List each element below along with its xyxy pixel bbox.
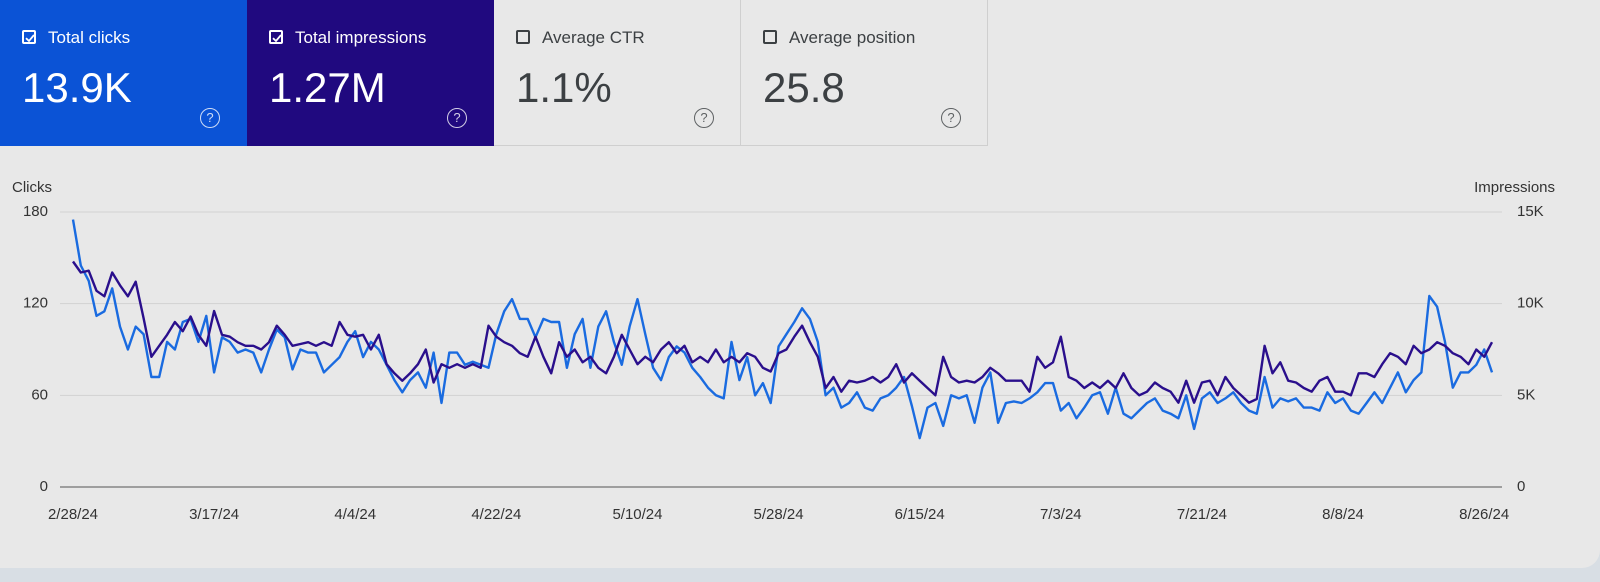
- y-tick-label: 120: [23, 295, 48, 312]
- checkbox[interactable]: [22, 30, 36, 44]
- x-tick-label: 6/15/24: [895, 506, 945, 523]
- x-tick-label: 5/10/24: [612, 506, 662, 523]
- x-tick-label: 7/3/24: [1040, 506, 1082, 523]
- metric-value: 1.27M: [269, 64, 386, 111]
- metric-card[interactable]: Average position 25.8?: [741, 0, 988, 146]
- metric-card[interactable]: Total impressions 1.27M?: [247, 0, 494, 146]
- metric-label: Total clicks: [48, 28, 131, 47]
- y-tick-label: 180: [23, 203, 48, 220]
- y2-tick-label: 10K: [1517, 295, 1544, 312]
- chart: Clicks Impressions 0 60 120 180 0 5K 10K 15K 2/2…: [12, 179, 1555, 523]
- metric-value: 1.1%: [516, 64, 612, 111]
- y-tick-label: 0: [40, 478, 48, 495]
- series-line: [72, 260, 1494, 404]
- checkbox[interactable]: [269, 30, 283, 44]
- x-tick-label: 7/21/24: [1177, 506, 1227, 523]
- performance-panel: Total clicks 13.9K? Total impressions 1.27M…: [0, 0, 1600, 568]
- checkbox[interactable]: [516, 30, 530, 44]
- checkbox[interactable]: [763, 30, 777, 44]
- y-tick-label: 60: [31, 386, 48, 403]
- help-icon[interactable]: ?: [200, 108, 220, 128]
- x-tick-label: 8/26/24: [1459, 506, 1509, 523]
- metric-card[interactable]: Total clicks 13.9K?: [0, 0, 247, 146]
- metric-value: 13.9K: [22, 64, 132, 111]
- help-icon[interactable]: ?: [941, 108, 961, 128]
- x-tick-label: 4/22/24: [471, 506, 521, 523]
- help-icon[interactable]: ?: [694, 108, 714, 128]
- y2-tick-label: 0: [1517, 478, 1525, 495]
- metric-label: Total impressions: [295, 28, 427, 47]
- series-line: [71, 219, 1494, 440]
- y2-tick-label: 5K: [1517, 386, 1535, 403]
- x-tick-label: 8/8/24: [1322, 506, 1364, 523]
- x-tick-label: 2/28/24: [48, 506, 98, 523]
- metric-label: Average CTR: [542, 28, 645, 47]
- x-tick-label: 3/17/24: [189, 506, 239, 523]
- metric-label: Average position: [789, 28, 916, 47]
- x-tick-label: 5/28/24: [754, 506, 804, 523]
- x-tick-label: 4/4/24: [334, 506, 376, 523]
- y2-tick-label: 15K: [1517, 203, 1544, 220]
- y2-axis-title: Impressions: [1474, 179, 1555, 196]
- y-axis-title: Clicks: [12, 179, 52, 196]
- help-icon[interactable]: ?: [447, 108, 467, 128]
- metric-card[interactable]: Average CTR 1.1%?: [494, 0, 741, 146]
- metric-value: 25.8: [763, 64, 845, 111]
